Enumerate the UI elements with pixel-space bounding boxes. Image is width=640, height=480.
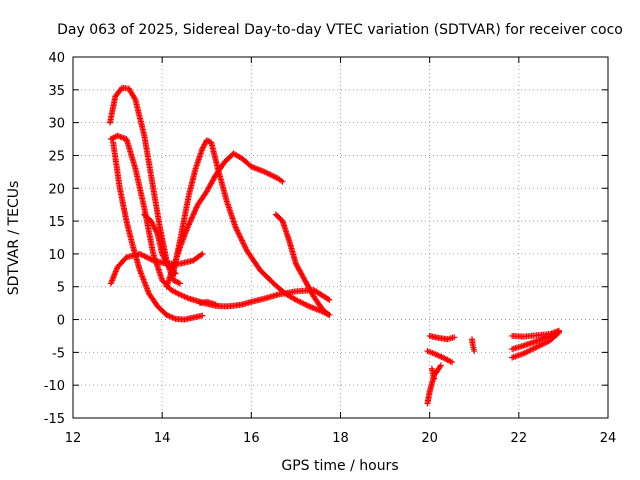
- axis-ticks: 12 14 16 18 20 22 24 -15 -10 -5 0 5 10 15 20 25 30 35 40: [44, 51, 617, 446]
- y-axis-label: SDTVAR / TECUs: [6, 181, 22, 296]
- plot-frame: [72, 56, 609, 419]
- y-tick-label: -10: [44, 379, 65, 394]
- data-point: [199, 312, 206, 319]
- data-track: [272, 211, 333, 318]
- x-tick-label: 24: [600, 431, 617, 446]
- y-tick-label: 30: [48, 117, 65, 132]
- data-point: [199, 250, 206, 257]
- chart-title: Day 063 of 2025, Sidereal Day-to-day VTE…: [57, 22, 623, 38]
- data-track: [469, 336, 478, 355]
- data-point: [326, 311, 333, 318]
- y-tick-label: 10: [48, 248, 65, 263]
- data-point: [118, 86, 125, 93]
- data-track: [428, 365, 438, 382]
- data-track: [197, 298, 219, 308]
- y-tick-label: 15: [48, 215, 65, 230]
- data-point: [131, 95, 138, 102]
- data-point: [177, 280, 183, 287]
- data-track: [426, 332, 458, 343]
- data-point: [109, 135, 116, 142]
- data-point: [555, 328, 562, 335]
- data-point: [326, 296, 333, 303]
- data-point: [471, 348, 478, 355]
- y-tick-label: -15: [44, 412, 65, 427]
- x-tick-label: 20: [421, 431, 438, 446]
- data-track: [170, 137, 333, 318]
- data-point: [111, 134, 118, 141]
- data-point: [198, 251, 205, 258]
- data-point: [175, 279, 182, 286]
- x-tick-label: 12: [65, 431, 82, 446]
- y-tick-label: 40: [48, 51, 65, 66]
- y-tick-label: 25: [48, 149, 65, 164]
- x-tick-label: 14: [154, 431, 171, 446]
- y-tick-label: 0: [57, 314, 65, 329]
- x-tick-label: 18: [332, 431, 349, 446]
- data-point: [451, 334, 458, 341]
- data-marks: [107, 84, 562, 407]
- data-point: [212, 301, 219, 308]
- data-point: [325, 310, 332, 317]
- data-point: [107, 136, 114, 143]
- x-tick-label: 22: [511, 431, 528, 446]
- data-track: [163, 150, 286, 290]
- data-point: [174, 279, 181, 286]
- y-tick-label: 35: [48, 84, 65, 99]
- x-tick-label: 16: [243, 431, 260, 446]
- data-point: [431, 375, 438, 382]
- y-tick-label: -5: [52, 346, 65, 361]
- data-track: [107, 84, 183, 287]
- data-track: [110, 139, 206, 323]
- data-track: [509, 329, 562, 361]
- data-track: [107, 132, 333, 310]
- data-track: [509, 328, 562, 353]
- data-point: [171, 277, 178, 284]
- data-track: [424, 348, 455, 366]
- data-point: [325, 296, 332, 303]
- data-point: [448, 359, 455, 366]
- grid-lines: [73, 57, 608, 418]
- x-axis-label: GPS time / hours: [281, 458, 398, 474]
- data-track: [107, 250, 206, 287]
- y-tick-label: 20: [48, 182, 65, 197]
- data-point: [437, 362, 444, 369]
- data-point: [172, 278, 179, 285]
- y-tick-label: 5: [57, 281, 65, 296]
- data-point: [279, 178, 286, 185]
